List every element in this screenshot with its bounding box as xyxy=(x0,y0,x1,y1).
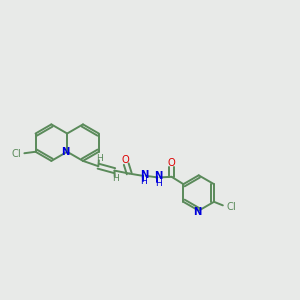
Text: N: N xyxy=(154,172,162,182)
Text: Cl: Cl xyxy=(11,149,21,159)
Text: H: H xyxy=(112,174,118,183)
Text: N: N xyxy=(193,207,201,217)
Text: Cl: Cl xyxy=(226,202,236,212)
Text: O: O xyxy=(168,158,176,168)
Text: H: H xyxy=(140,177,147,186)
Text: O: O xyxy=(122,155,129,165)
Text: N: N xyxy=(61,147,69,157)
Text: H: H xyxy=(96,154,103,163)
Text: N: N xyxy=(140,170,148,180)
Text: H: H xyxy=(154,179,161,188)
